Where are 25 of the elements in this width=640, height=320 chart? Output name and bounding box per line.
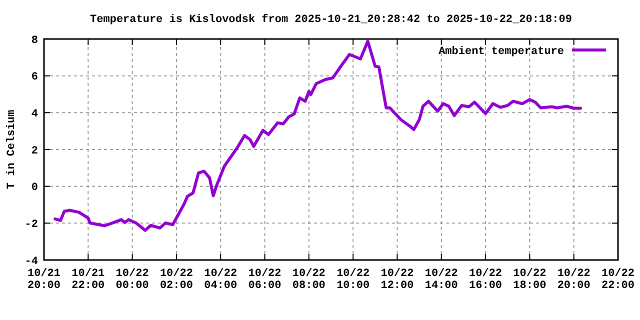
x-tick-label: 10/22 14:00 bbox=[424, 268, 458, 292]
x-tick-label: 10/22 02:00 bbox=[160, 268, 193, 292]
x-tick-label: 10/21 22:00 bbox=[72, 268, 106, 292]
y-tick-label: 4 bbox=[31, 108, 38, 121]
x-tick-label: 10/22 18:00 bbox=[513, 268, 546, 292]
x-tick-label: 10/22 10:00 bbox=[336, 268, 370, 292]
x-tick-label: 10/22 08:00 bbox=[292, 268, 326, 292]
y-axis-title: T in Celsium bbox=[6, 110, 18, 190]
x-tick-label: 10/22 12:00 bbox=[380, 268, 414, 292]
chart-title: Temperature is Kislovodsk from 2025-10-21_20:28:42 to 2025-10-22_20:18:09 bbox=[90, 13, 572, 26]
x-tick-label: 10/22 22:00 bbox=[601, 268, 635, 292]
y-tick-label: 2 bbox=[31, 145, 38, 158]
x-tick-label: 10/22 04:00 bbox=[204, 268, 238, 292]
x-tick-label: 10/21 20:00 bbox=[27, 268, 61, 292]
x-tick-label: 10/22 00:00 bbox=[116, 268, 149, 292]
x-tick-label: 10/22 20:00 bbox=[557, 268, 590, 292]
legend-label: Ambient temperature bbox=[438, 46, 564, 58]
y-tick-label: 0 bbox=[31, 182, 38, 194]
y-tick-label: -4 bbox=[24, 256, 38, 268]
line-series bbox=[54, 40, 582, 232]
x-tick-label: 10/22 06:00 bbox=[248, 268, 282, 292]
y-tick-label: 6 bbox=[31, 72, 38, 84]
x-tick-label: 10/22 16:00 bbox=[469, 268, 502, 292]
y-tick-label: -2 bbox=[24, 219, 38, 232]
y-tick-label: 8 bbox=[31, 34, 38, 47]
